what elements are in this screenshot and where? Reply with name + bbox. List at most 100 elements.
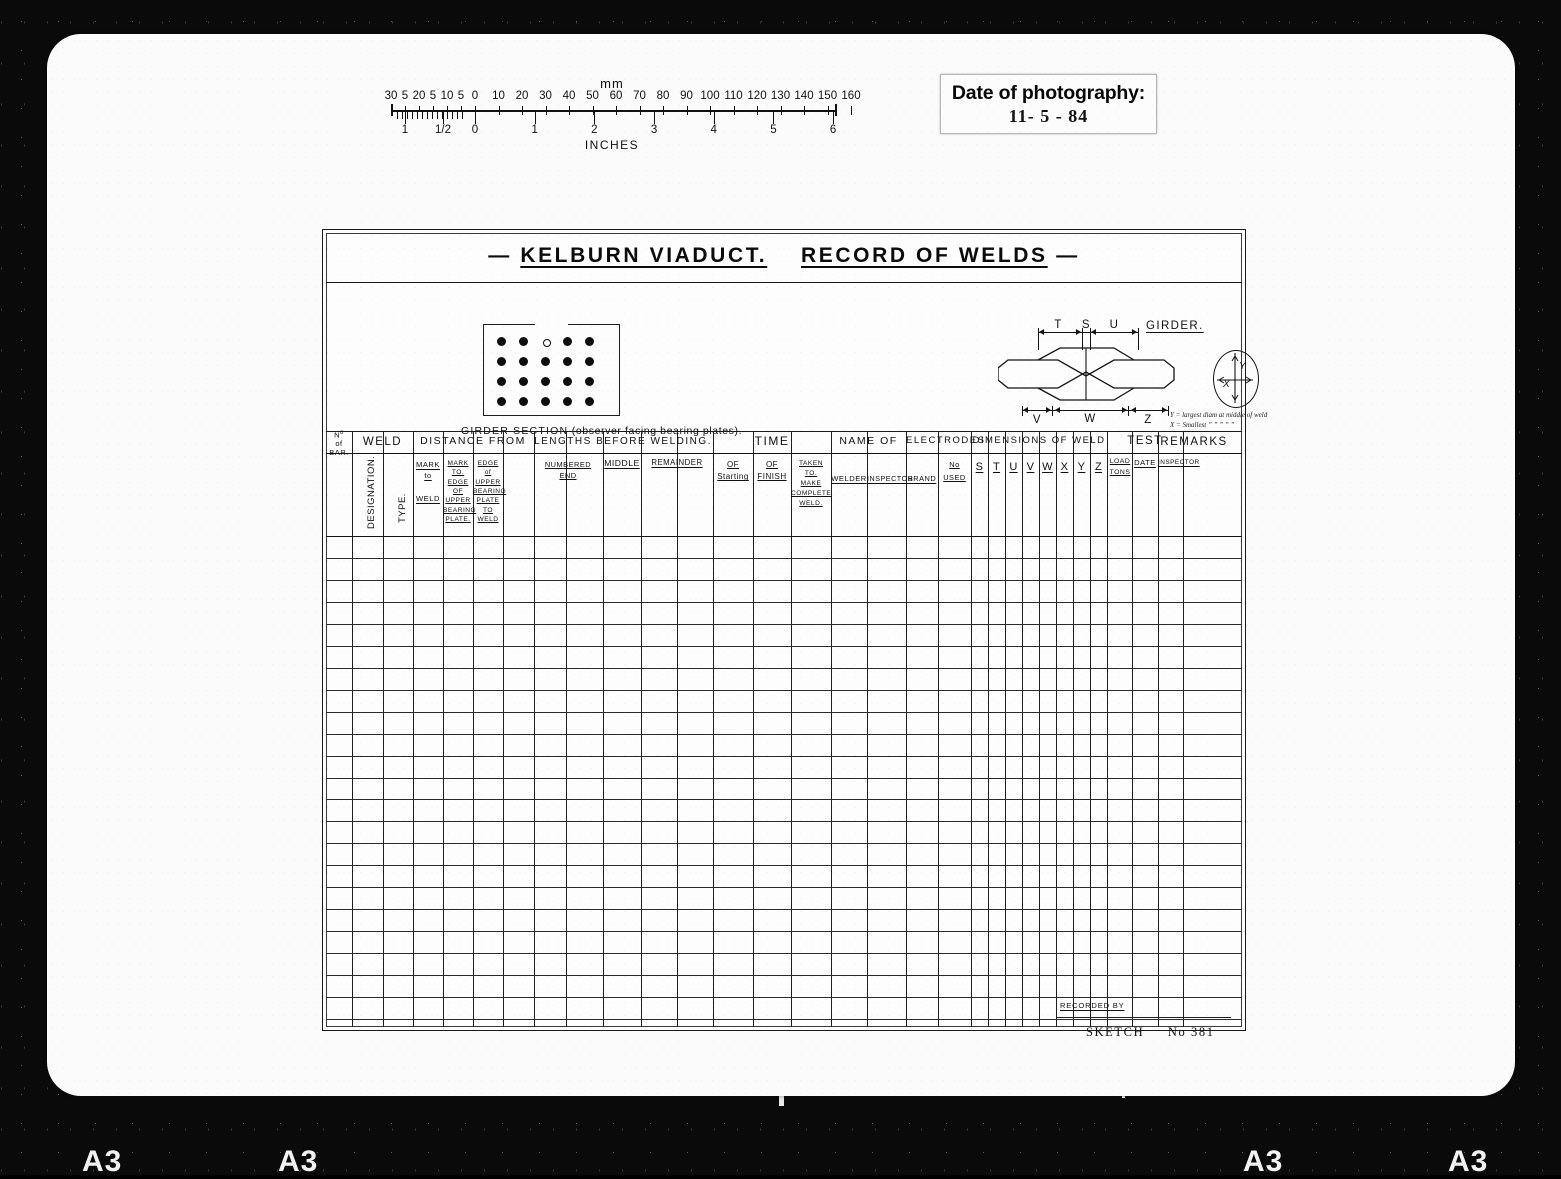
drawing-inner-border <box>326 233 1242 1027</box>
weld-section-ellipse: Y X <box>1213 350 1259 408</box>
bolt-dot <box>541 357 550 366</box>
scale-mm-label: 5 <box>401 90 409 102</box>
scale-mm-label: 30 <box>539 90 552 102</box>
date-of-photography-label: Date of photography: 11- 5 - 84 <box>940 74 1157 134</box>
note-y-definition: Y = largest diam at middle of weld <box>1170 411 1268 419</box>
weld-dim-Z: Z <box>1144 414 1152 426</box>
table-group-lengths: LENGTHS BEFORE WELDING. <box>534 436 712 447</box>
scale-mm-label: 5 <box>457 90 465 102</box>
bolt-dot <box>497 337 506 346</box>
table-sub-time-taken: TAKEN TO. MAKE COMPLETE WELD. <box>791 460 832 507</box>
table-sub-no-used: No USED <box>943 460 966 482</box>
table-sub-welder: WELDER <box>831 474 867 483</box>
bolt-dot <box>563 397 572 406</box>
scale-minor-tick <box>427 112 428 119</box>
scale-inch-tick <box>405 112 406 124</box>
weld-profile-shape <box>998 347 1175 401</box>
table-row-line <box>326 975 1242 977</box>
scale-mm-label: 100 <box>700 90 720 102</box>
scale-minor-tick <box>412 112 413 119</box>
table-row-line <box>326 887 1242 889</box>
scale-mm-tick <box>804 106 805 115</box>
scale-minor-tick <box>437 112 438 119</box>
bolt-dot <box>585 397 594 406</box>
weld-dim-V: V <box>1032 414 1042 426</box>
sketch-word: SKETCH <box>1086 1025 1145 1039</box>
scale-bar: mm INCHES 30 5 20 5 10 5 0 10 20 30 40 50 60 70 80 90 10… <box>377 76 861 152</box>
table-group-name-of: NAME OF <box>839 435 898 447</box>
frame-mark-a3-3: A3 <box>1243 1145 1284 1178</box>
scale-mm-label: 90 <box>680 90 693 102</box>
scale-mm-label: 0 <box>471 90 479 102</box>
scale-minor-tick <box>407 112 408 119</box>
scale-minor-tick <box>462 112 463 119</box>
table-row-line <box>326 997 1242 999</box>
scale-inch-label: 2 <box>591 124 598 136</box>
scale-mm-label: 80 <box>656 90 670 102</box>
weld-dim-line-bottom <box>1022 410 1168 411</box>
header-top-rule <box>326 431 1242 432</box>
table-column-line <box>867 431 868 1027</box>
table-sub-remainder: REMAINDER <box>651 458 703 467</box>
scale-mm-tick <box>616 106 617 115</box>
scale-mm-label: 5 <box>429 90 437 102</box>
scale-mm-label: 110 <box>724 90 743 102</box>
date-of-photography-title: Date of photography: <box>951 81 1146 104</box>
table-sub-designation: DESIGNATION. <box>366 455 377 529</box>
table-row-line <box>326 755 1242 757</box>
title-record-of-welds: RECORD OF WELDS <box>801 244 1048 267</box>
table-sub-dimension-W: W <box>1042 461 1053 473</box>
table-column-line <box>503 431 504 1027</box>
scale-inch-tick <box>654 112 656 124</box>
scale-mm-label: 140 <box>794 90 814 102</box>
scale-inch-tick <box>773 112 775 124</box>
scale-mm-tick <box>447 106 448 112</box>
record-of-welds-table: No of BAR. WELD DISTANCE FROM LENGTHS BEFORE … <box>326 430 1242 1039</box>
table-row-line <box>326 623 1242 625</box>
table-sub-time-finish: OF FINISH <box>757 460 787 482</box>
scale-inch-label: 1 <box>401 124 409 136</box>
girder-label: GIRDER. <box>1146 320 1204 332</box>
table-column-line <box>1005 431 1006 1027</box>
bolt-dot <box>519 337 528 346</box>
scale-minor-tick <box>447 112 448 119</box>
bolt-dot <box>585 377 594 386</box>
bolt-dot <box>519 377 528 386</box>
table-row-line <box>326 579 1242 581</box>
scale-mm-tick <box>639 106 641 115</box>
table-column-line <box>1022 431 1023 1027</box>
table-sub-dimension-Y: Y <box>1077 461 1086 473</box>
table-row-line <box>326 689 1242 691</box>
table-sub-type: TYPE. <box>397 493 408 523</box>
table-column-line <box>534 431 535 1027</box>
document-sheet: mm INCHES 30 5 20 5 10 5 0 10 20 30 40 50 60 70 80 90 10… <box>47 34 1515 1096</box>
scale-inch-label: 6 <box>829 124 837 136</box>
table-column-line <box>1183 431 1184 1027</box>
scale-inch-label: 0 <box>471 124 479 136</box>
weld-dim-S: S <box>1081 319 1091 331</box>
weld-dimension-notes: Y = largest diam at middle of weld X = S… <box>1170 410 1267 430</box>
title-dash-left: — <box>488 244 512 267</box>
table-sub-edge-to-weld: EDGE of UPPER BEARING PLATE TO WELD <box>473 460 507 524</box>
scale-inch-tick <box>594 112 596 124</box>
scale-mm-tick <box>733 106 735 115</box>
table-sub-mark-to-edge: MARK TO. EDGE OF UPPER BEARING PLATE. <box>443 460 477 524</box>
weld-dim-T: T <box>1054 319 1062 331</box>
bolt-dot <box>519 397 528 406</box>
table-column-line <box>753 431 754 1027</box>
title-kelburn-viaduct: KELBURN VIADUCT. <box>520 244 768 267</box>
scale-inch-tick <box>534 112 536 124</box>
table-column-line <box>383 431 384 1027</box>
scale-mm-tick <box>498 106 500 115</box>
table-column-line <box>1090 431 1091 1027</box>
scale-mm-label: 10 <box>492 90 505 102</box>
scale-mm-tick <box>592 106 594 115</box>
table-sub-numbered-end: NUMBERED END <box>544 460 592 481</box>
scale-minor-tick <box>422 112 423 119</box>
scale-mm-label: 50 <box>586 90 599 102</box>
table-column-line <box>713 431 714 1027</box>
table-sub-dimension-S: S <box>975 461 984 473</box>
table-sub-dimension-V: V <box>1026 461 1035 473</box>
scale-mm-tick <box>545 106 547 115</box>
